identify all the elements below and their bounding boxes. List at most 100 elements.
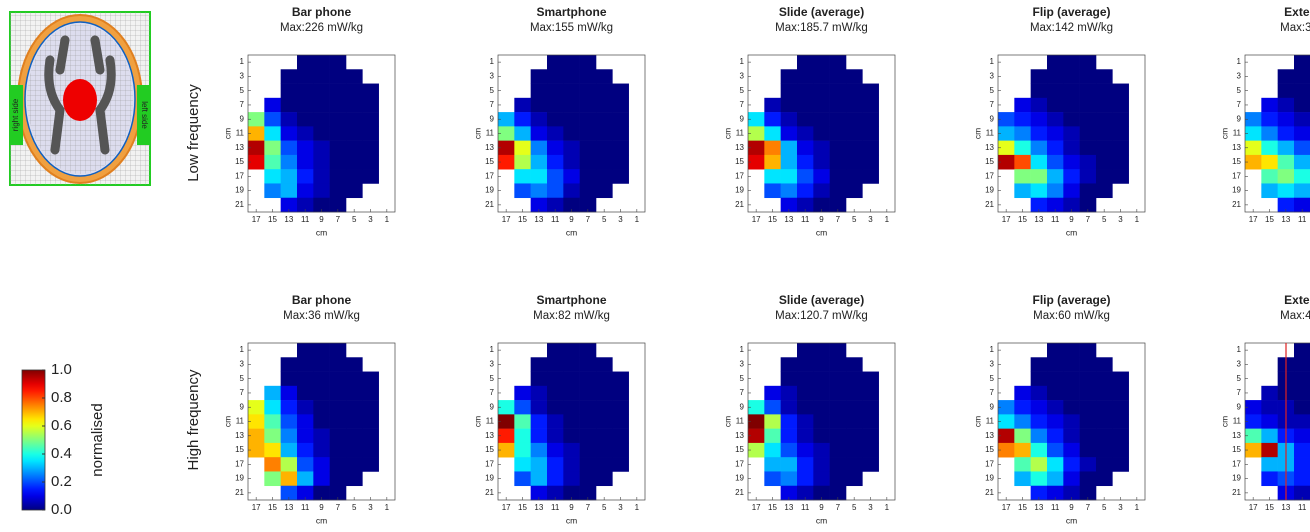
figure: right side left side Low frequency High … [0,0,1310,532]
heat-cell [346,414,363,429]
x-tick-label: 5 [602,215,607,224]
chart-title: Slide (average) [779,5,864,19]
y-tick-label: 11 [986,417,995,426]
x-tick-label: 17 [1002,215,1011,224]
x-tick-label: 15 [268,215,277,224]
y-tick-label: 7 [1237,100,1242,109]
x-tick-label: 5 [1102,503,1107,512]
heat-cell [531,443,548,458]
heat-cell [596,457,613,472]
heat-cell [563,84,580,99]
heatmap: Bar phoneMax:36 mW/kg1715131197531135791… [222,293,395,525]
heat-cell [830,471,847,486]
x-tick-label: 11 [551,215,560,224]
heat-cell [797,386,814,401]
x-tick-label: 3 [868,503,873,512]
x-tick-label: 17 [252,215,261,224]
heat-cell [1278,98,1295,113]
heat-cell [1080,457,1097,472]
y-axis-label: cm [222,128,232,139]
y-tick-label: 3 [740,360,745,369]
heat-cell [862,429,879,444]
y-tick-label: 7 [1237,388,1242,397]
heat-cell [1014,429,1031,444]
heat-cell [830,357,847,372]
heat-cell [531,112,548,127]
y-tick-label: 11 [736,417,745,426]
y-tick-label: 13 [235,143,244,152]
y-tick-label: 11 [986,129,995,138]
y-tick-label: 15 [735,445,744,454]
heat-cell [1014,98,1031,113]
y-tick-label: 7 [740,388,745,397]
heat-cell [362,112,379,127]
heat-cell [764,400,781,415]
heat-cell [1261,169,1278,184]
heat-cell [563,98,580,113]
heat-cell [781,155,798,170]
heat-cell [346,69,363,84]
y-tick-label: 9 [1237,402,1242,411]
heat-cell [362,155,379,170]
heat-cell [531,414,548,429]
heat-cell [346,183,363,198]
heat-cell [297,457,314,472]
heat-cell [580,443,597,458]
heat-cell [297,414,314,429]
heat-cell [846,443,863,458]
heat-cell [531,169,548,184]
heat-cell [1014,414,1031,429]
y-tick-label: 21 [735,200,744,209]
heat-cell [596,69,613,84]
heat-cell [563,372,580,387]
heat-cell [596,386,613,401]
heat-cell [764,443,781,458]
heat-cell [264,169,281,184]
heat-cell [781,471,798,486]
heat-cell [830,141,847,156]
heat-cell [1112,414,1129,429]
heat-cell [281,69,298,84]
x-tick-label: 17 [752,215,761,224]
heat-cell [330,443,347,458]
heat-cell [596,126,613,141]
heat-cell [281,372,298,387]
heat-cell [1080,357,1097,372]
heat-cell [1294,98,1310,113]
chart-title: Slide (average) [779,293,864,307]
heat-cell [813,343,830,358]
y-tick-label: 3 [990,72,995,81]
heat-cell [264,183,281,198]
heat-cell [612,386,629,401]
heat-cell [297,141,314,156]
heat-cell [1047,357,1064,372]
heat-cell [346,155,363,170]
x-tick-label: 7 [336,503,341,512]
heat-cell [830,443,847,458]
heat-cell [1294,183,1310,198]
y-tick-label: 17 [235,171,244,180]
heat-cell [813,141,830,156]
x-tick-label: 13 [1281,215,1290,224]
heat-cell [547,386,564,401]
heat-cell [531,429,548,444]
heat-cell [531,386,548,401]
y-tick-label: 1 [740,345,745,354]
heat-cell [1112,126,1129,141]
heatmap: Slide (average)Max:120.7 mW/kg1715131197… [722,293,895,525]
heat-cell [764,386,781,401]
heat-cell [830,386,847,401]
heat-cell [580,429,597,444]
x-axis-label: cm [566,515,577,525]
y-tick-label: 5 [490,86,495,95]
x-tick-label: 5 [852,215,857,224]
x-tick-label: 15 [1265,215,1274,224]
heat-cell [596,84,613,99]
heat-cell [281,357,298,372]
heat-cell [297,69,314,84]
x-tick-label: 13 [784,215,793,224]
heat-cell [612,169,629,184]
heat-cell [264,155,281,170]
heat-cell [1294,141,1310,156]
heat-cell [1096,183,1113,198]
